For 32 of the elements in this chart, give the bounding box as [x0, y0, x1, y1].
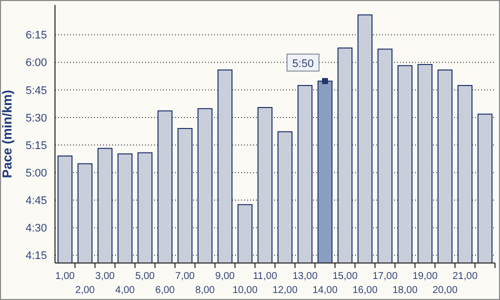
y-tick-label: 6:00 — [26, 57, 47, 70]
x-tick-label: 20,00 — [432, 285, 458, 296]
x-tick-label: 19,00 — [412, 271, 438, 282]
x-tick-label: 10,00 — [232, 285, 258, 296]
y-tick-label: 5:30 — [26, 112, 47, 124]
y-tick-label: 5:00 — [26, 167, 47, 180]
x-tick-label: 4,00 — [115, 285, 136, 296]
x-tick-label: 11,00 — [252, 271, 278, 282]
y-tick-label: 6:15 — [26, 30, 47, 42]
x-tick-label: 21,00 — [452, 271, 478, 282]
x-tick-label: 13,00 — [292, 271, 318, 282]
x-tick-label: 14,00 — [312, 285, 338, 296]
x-tick-label: 16,00 — [352, 285, 378, 296]
annotation: 5:50 — [292, 58, 314, 70]
x-tick-label: 17,00 — [372, 271, 398, 282]
y-tick-label: 4:15 — [26, 250, 47, 262]
x-tick-label: 1,00 — [55, 271, 76, 282]
x-tick-label: 8,00 — [195, 285, 216, 296]
x-tick-label: 5,00 — [135, 271, 156, 282]
x-tick-label: 18,00 — [392, 285, 418, 296]
y-tick-label: 5:45 — [26, 84, 47, 97]
x-tick-label: 3,00 — [95, 271, 116, 282]
y-tick-label: 4:45 — [26, 195, 47, 208]
x-tick-label: 2,00 — [75, 285, 96, 296]
y-axis-title: Pace (min/km) — [0, 90, 15, 178]
x-tick-label: 15,00 — [332, 271, 358, 282]
y-tick-label: 4:30 — [26, 222, 47, 235]
y-tick-label: 5:15 — [26, 140, 47, 152]
x-tick-label: 6,00 — [155, 285, 176, 296]
x-tick-label: 9,00 — [215, 271, 236, 282]
x-tick-label: 12,00 — [272, 285, 298, 296]
x-tick-label: 7,00 — [175, 271, 196, 282]
